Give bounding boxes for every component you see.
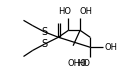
Text: OH: OH: [80, 7, 93, 16]
Text: HO: HO: [77, 59, 90, 68]
Text: HO: HO: [58, 7, 71, 16]
Text: OHO: OHO: [68, 59, 88, 68]
Text: S: S: [41, 27, 48, 37]
Text: S: S: [41, 39, 48, 49]
Text: OH: OH: [104, 43, 117, 52]
